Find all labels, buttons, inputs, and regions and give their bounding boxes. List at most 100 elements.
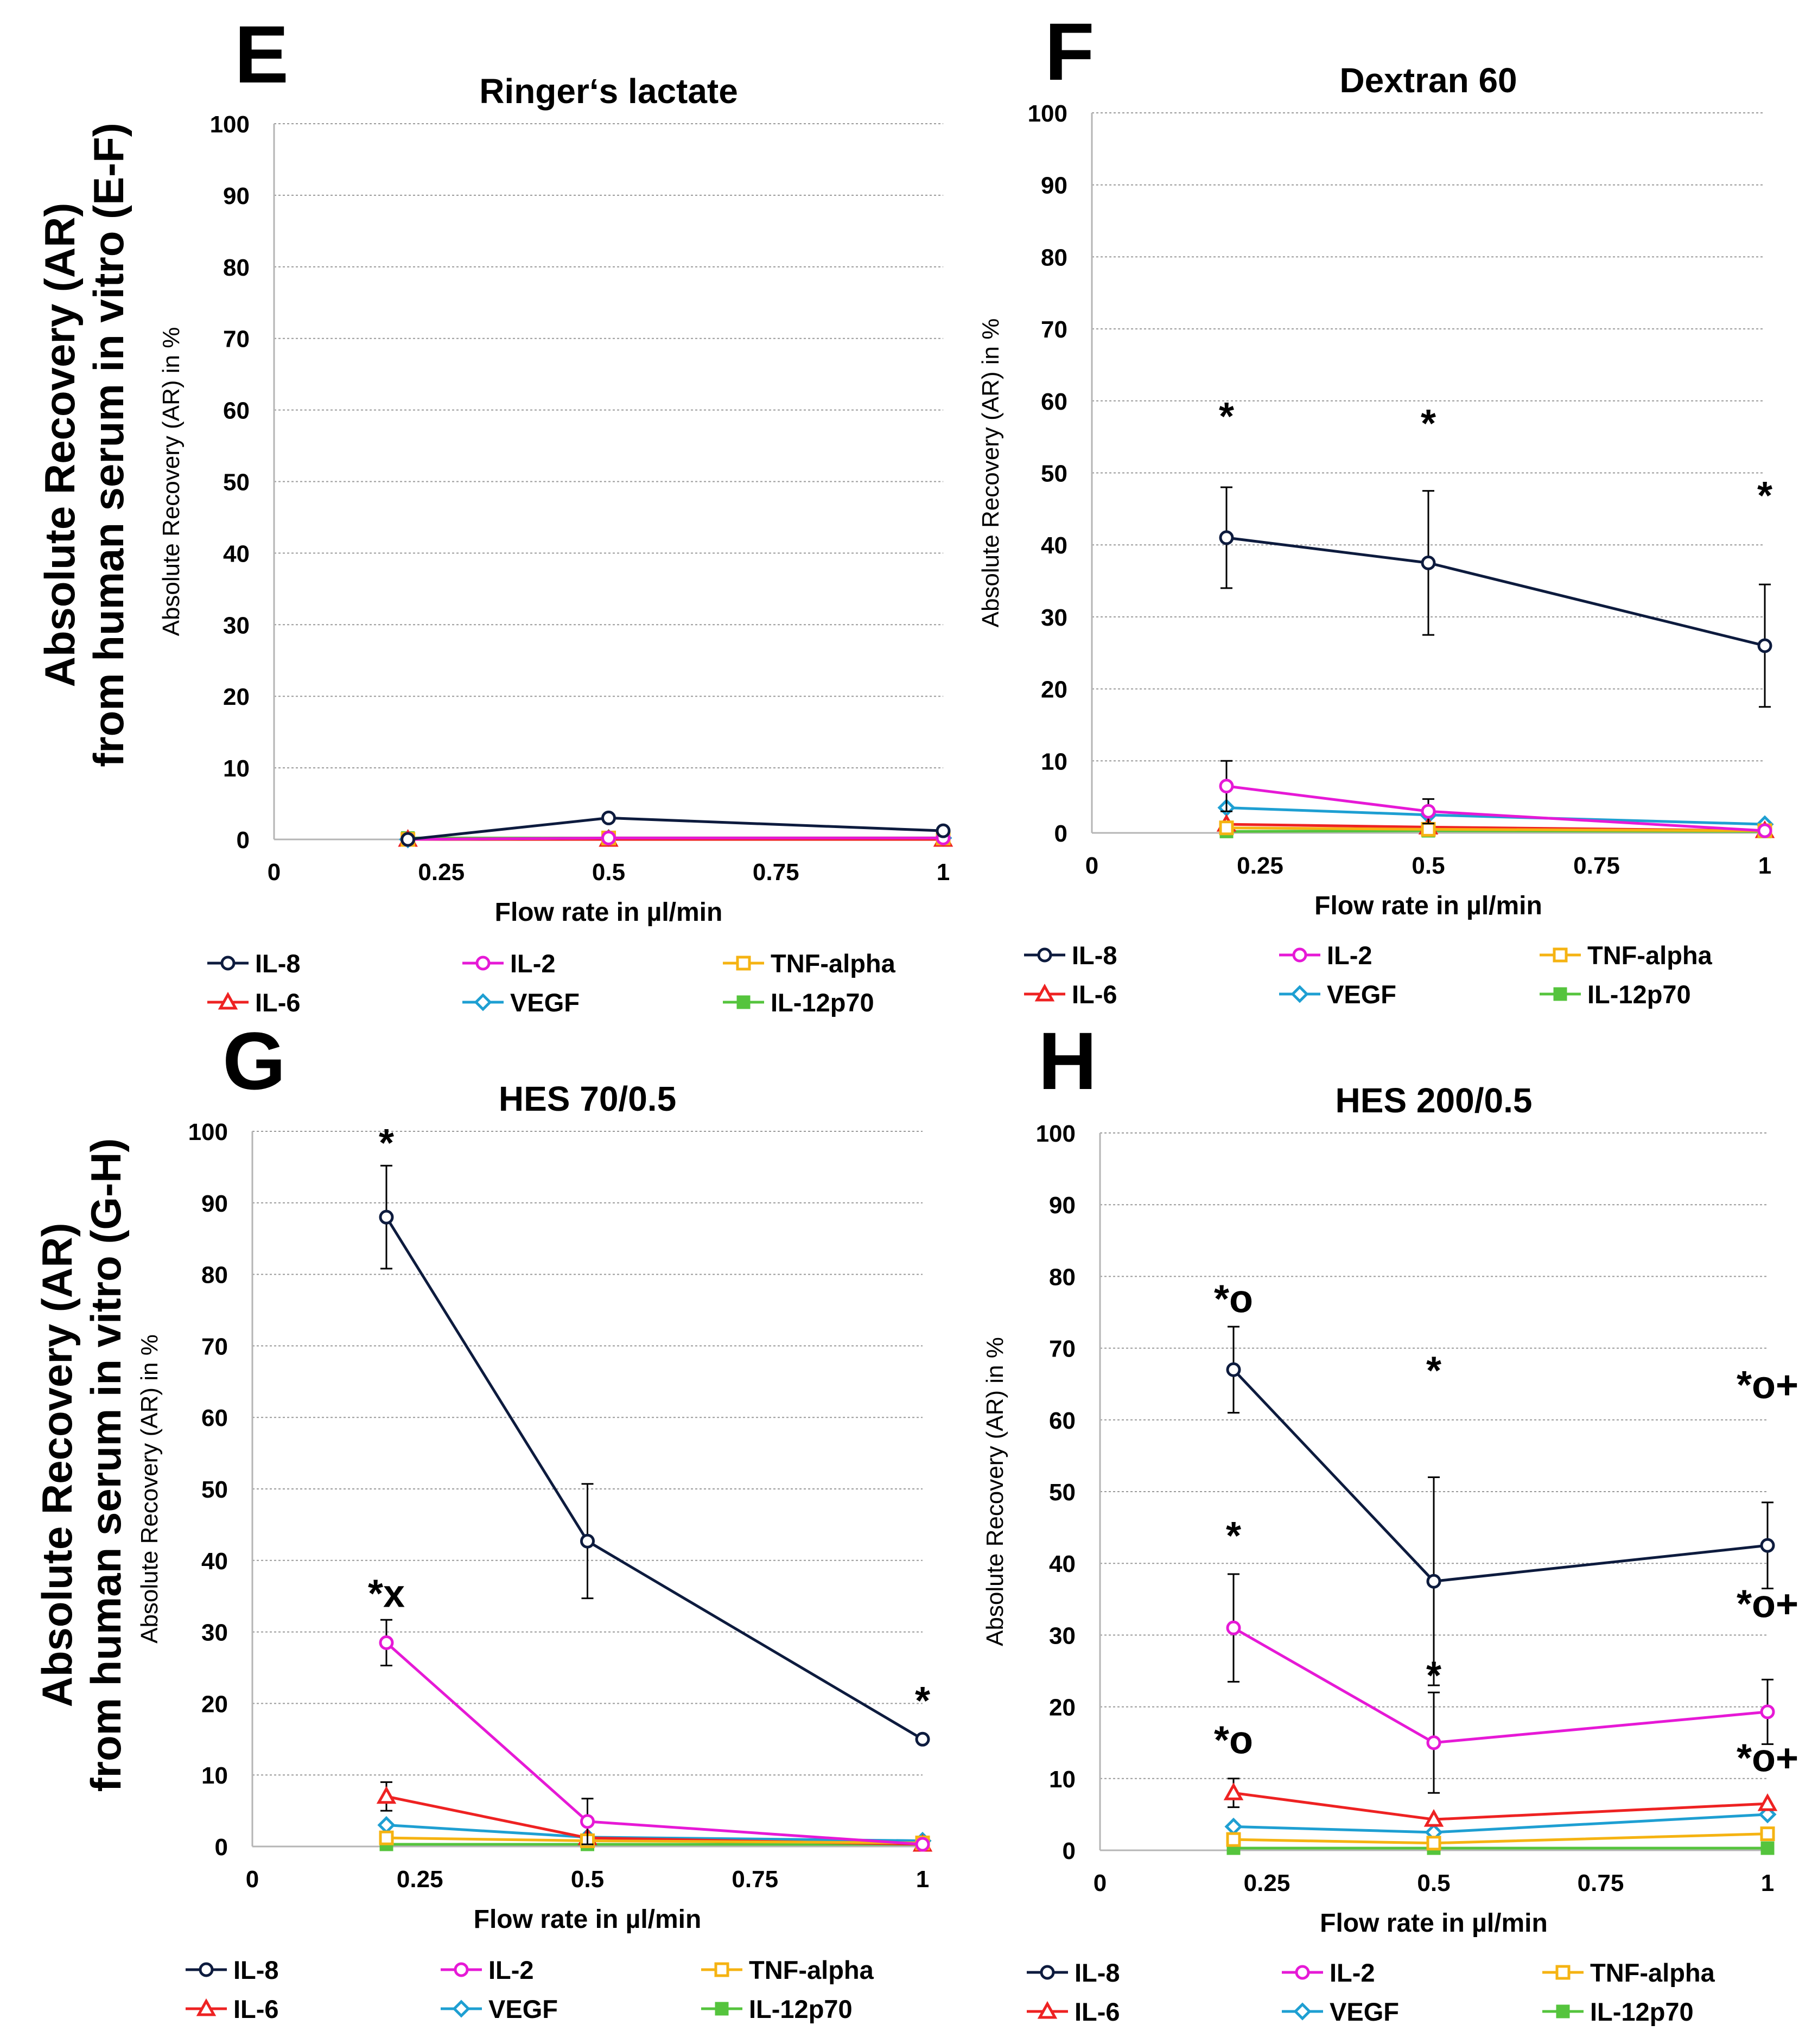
legend-label: IL-8 (1075, 1958, 1120, 1987)
legend-label: IL-6 (1072, 979, 1117, 1009)
panel-letter-e: E (234, 9, 289, 100)
legend-item-tnf-alpha: TNF-alpha (1539, 939, 1712, 971)
data-point-il-6 (1423, 1809, 1444, 1827)
legend-item-il-2: IL-2 (1281, 1956, 1375, 1989)
legend-item-il-8: IL-8 (206, 947, 301, 979)
legend-label: VEGF (488, 1994, 558, 2023)
xtick-label-e: 0.25 (418, 859, 465, 886)
ytick-label-f: 100 (1028, 100, 1067, 127)
data-point-il-2 (580, 1814, 595, 1829)
series-il-2-g (379, 1619, 930, 1852)
legend-swatch-il-6 (1027, 2001, 1068, 2019)
data-point-il-2 (601, 830, 616, 845)
legend-item-il-12p70: IL-12p70 (1541, 1995, 1694, 2028)
legend-label: TNF-alpha (749, 1955, 874, 1984)
ytick-label-f: 20 (1041, 677, 1067, 703)
legend-item-il-2: IL-2 (461, 947, 556, 979)
legend-marker-tnf-alpha (714, 1962, 729, 1977)
series-il-8-f (1219, 486, 1772, 708)
data-point-il-8 (1421, 555, 1436, 570)
y-axis-label-g: Absolute Recovery (AR) in % (136, 1334, 163, 1644)
xtick-label-h: 0.5 (1417, 1870, 1450, 1896)
legend-marker-vegf (1291, 985, 1309, 1003)
ytick-label-g: 70 (201, 1333, 228, 1360)
data-point-tnf-alpha (1426, 1836, 1441, 1851)
x-axis-label-f: Flow rate in µl/min (1314, 892, 1542, 920)
significance-annotation: * (1426, 1349, 1441, 1393)
series-il-12p70-h (1226, 1841, 1775, 1855)
xtick-label-f: 0 (1085, 852, 1098, 879)
xtick-label-g: 0.75 (732, 1866, 778, 1893)
legend-item-tnf-alpha: TNF-alpha (722, 947, 895, 979)
legend-item-il-12p70: IL-12p70 (1539, 978, 1691, 1010)
data-point-il-12p70 (1760, 1841, 1775, 1855)
xtick-label-g: 0.25 (397, 1866, 443, 1893)
significance-annotation: * (1421, 402, 1436, 445)
ytick-label-f: 60 (1041, 389, 1067, 415)
data-point-il-2 (1426, 1735, 1441, 1750)
series-line-il-2 (1232, 1627, 1768, 1744)
legend-marker-il-8 (1037, 947, 1052, 963)
ytick-label-h: 80 (1049, 1264, 1076, 1290)
ytick-label-f: 90 (1041, 173, 1067, 199)
ytick-label-f: 30 (1041, 604, 1067, 631)
significance-annotation: *o+ (1737, 1737, 1798, 1780)
data-point-il-2 (1760, 1704, 1775, 1720)
legend-swatch-vegf (1282, 2002, 1323, 2021)
xtick-label-h: 0.75 (1578, 1870, 1624, 1896)
data-point-il-6 (1223, 1782, 1244, 1800)
chart-title-h: HES 200/0.5 (1336, 1081, 1533, 1120)
ytick-label-h: 30 (1049, 1622, 1076, 1649)
x-axis-label-e: Flow rate in µl/min (495, 898, 723, 927)
legend-item-il-2: IL-2 (440, 1953, 534, 1986)
legend-item-il-2: IL-2 (1278, 939, 1372, 971)
legend-marker-tnf-alpha (1553, 947, 1568, 963)
ytick-label-e: 70 (223, 326, 250, 353)
significance-annotation: *x (368, 1572, 405, 1615)
legend-item-vegf: VEGF (440, 1992, 558, 2025)
legend-label: VEGF (510, 988, 580, 1017)
data-point-tnf-alpha (1226, 1832, 1241, 1847)
xtick-label-g: 0 (246, 1866, 259, 1893)
ytick-label-e: 10 (223, 755, 250, 782)
ytick-label-f: 10 (1041, 748, 1067, 775)
legend-swatch-il-12p70 (1540, 987, 1581, 1001)
legend-marker-vegf (452, 2000, 471, 2018)
data-point-il-8 (401, 832, 416, 847)
series-il-2-h (1226, 1573, 1775, 1794)
legend-swatch-vegf (441, 2000, 482, 2018)
ytick-label-h: 70 (1049, 1336, 1076, 1362)
legend-swatch-il-6 (1024, 983, 1065, 1002)
data-point-il-8 (379, 1209, 394, 1225)
y-axis-label-h: Absolute Recovery (AR) in % (982, 1337, 1008, 1646)
data-point-il-6 (1757, 1793, 1778, 1811)
ytick-label-e: 80 (223, 254, 250, 281)
data-point-vegf (1224, 1817, 1243, 1836)
panel-letter-g: G (223, 1015, 286, 1106)
ytick-label-g: 20 (201, 1691, 228, 1717)
ytick-label-e: 90 (223, 183, 250, 209)
legend-item-il-6: IL-6 (206, 986, 301, 1018)
legend-swatch-il-8 (186, 1962, 227, 1977)
ytick-label-g: 0 (215, 1834, 228, 1861)
ytick-label-g: 80 (201, 1262, 228, 1289)
chart-title-e: Ringer‘s lactate (479, 72, 738, 111)
significance-annotation: * (379, 1122, 394, 1165)
ytick-label-g: 60 (201, 1405, 228, 1431)
legend-swatch-il-8 (207, 956, 249, 971)
legend-item-il-12p70: IL-12p70 (700, 1992, 853, 2025)
legend-label: IL-12p70 (1587, 979, 1691, 1009)
ytick-label-h: 10 (1049, 1766, 1076, 1793)
xtick-label-f: 0.5 (1412, 852, 1445, 879)
ytick-label-f: 50 (1041, 461, 1067, 487)
legend-swatch-il-8 (1024, 947, 1065, 963)
xtick-label-e: 0.5 (592, 859, 625, 886)
legend-marker-il-8 (220, 956, 236, 971)
series-il-8-e (401, 810, 951, 847)
ytick-label-e: 20 (223, 684, 250, 710)
legend-label: IL-12p70 (749, 1994, 853, 2023)
xtick-label-h: 1 (1761, 1870, 1774, 1896)
series-line-il-6 (1233, 1791, 1768, 1821)
legend-swatch-vegf (1279, 985, 1320, 1003)
